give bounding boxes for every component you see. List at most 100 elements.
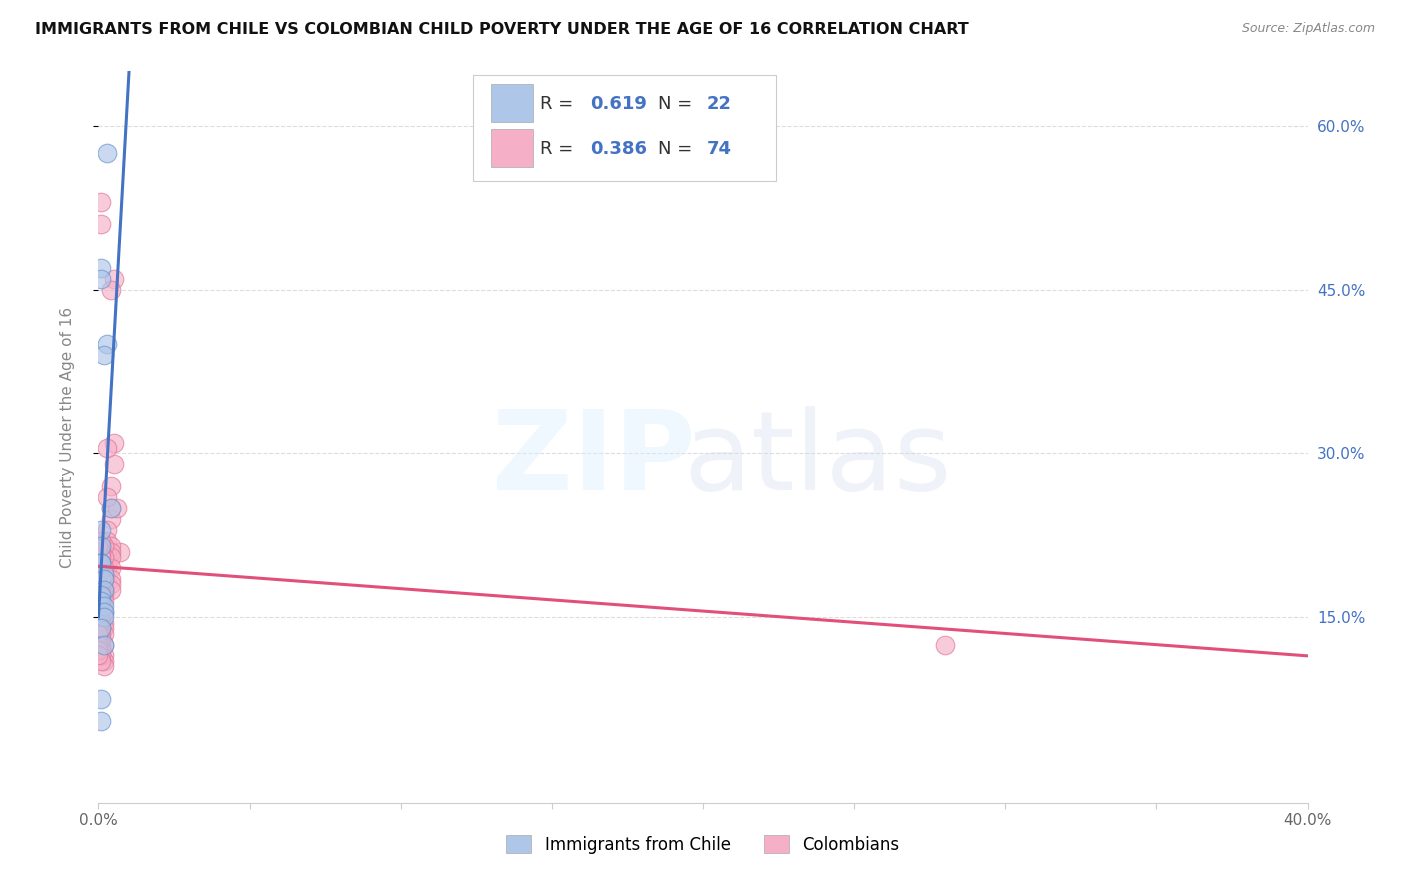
Point (87, 638, 110, 652)
Point (90, 621, 112, 635)
Point (87, 539, 110, 553)
Point (93, 654, 115, 668)
Point (90, 561, 112, 575)
Point (90, 556, 112, 570)
Point (100, 545, 122, 559)
Point (90, 714, 112, 728)
Point (87, 556, 110, 570)
Point (93, 572, 115, 586)
Point (93, 605, 115, 619)
Point (934, 638, 956, 652)
Point (87, 577, 110, 591)
Point (90, 260, 112, 275)
Point (93, 539, 115, 553)
Point (103, 435, 125, 450)
Point (87, 615, 110, 630)
Text: N =: N = (658, 95, 699, 113)
FancyBboxPatch shape (492, 85, 533, 122)
Text: R =: R = (540, 95, 579, 113)
FancyBboxPatch shape (492, 128, 533, 167)
Point (93, 348, 115, 362)
Point (87, 626, 110, 640)
Point (93, 594, 115, 608)
Point (90, 572, 112, 586)
Text: 0.619: 0.619 (591, 95, 647, 113)
Point (90, 638, 112, 652)
Point (90, 648, 112, 663)
Point (96, 533, 118, 548)
Point (96, 523, 118, 537)
Point (87, 648, 110, 663)
Point (93, 582, 115, 597)
Point (96, 441, 118, 455)
Point (90, 654, 112, 668)
Legend: Immigrants from Chile, Colombians: Immigrants from Chile, Colombians (499, 829, 907, 860)
Point (100, 512, 122, 526)
Point (90, 217, 112, 231)
Point (90, 615, 112, 630)
Point (87, 582, 110, 597)
Point (93, 659, 115, 673)
Text: 22: 22 (707, 95, 731, 113)
Point (93, 582, 115, 597)
Point (103, 458, 125, 472)
Point (87, 566, 110, 581)
FancyBboxPatch shape (474, 75, 776, 181)
Point (100, 501, 122, 516)
Point (100, 283, 122, 297)
Point (103, 272, 125, 286)
Text: 0.386: 0.386 (591, 139, 648, 158)
Point (93, 605, 115, 619)
Point (87, 594, 110, 608)
Point (90, 545, 112, 559)
Point (93, 599, 115, 614)
Point (90, 599, 112, 614)
Point (96, 572, 118, 586)
Text: 74: 74 (707, 139, 731, 158)
Text: ZIP: ZIP (492, 406, 696, 513)
Point (90, 588, 112, 602)
Point (93, 626, 115, 640)
Point (96, 337, 118, 351)
Point (100, 561, 122, 575)
Point (93, 615, 115, 630)
Point (93, 621, 115, 635)
Text: N =: N = (658, 139, 699, 158)
Point (90, 195, 112, 210)
Point (90, 605, 112, 619)
Point (90, 692, 112, 706)
Point (100, 577, 122, 591)
Point (90, 626, 112, 640)
Point (87, 610, 110, 624)
Point (100, 539, 122, 553)
Point (100, 550, 122, 565)
Point (100, 479, 122, 493)
Point (93, 638, 115, 652)
Text: Source: ZipAtlas.com: Source: ZipAtlas.com (1241, 22, 1375, 36)
Point (90, 272, 112, 286)
Point (105, 501, 128, 516)
Text: IMMIGRANTS FROM CHILE VS COLOMBIAN CHILD POVERTY UNDER THE AGE OF 16 CORRELATION: IMMIGRANTS FROM CHILE VS COLOMBIAN CHILD… (35, 22, 969, 37)
Point (96, 545, 118, 559)
Y-axis label: Child Poverty Under the Age of 16: Child Poverty Under the Age of 16 (60, 307, 75, 567)
Point (90, 643, 112, 657)
Point (90, 556, 112, 570)
Point (93, 572, 115, 586)
Point (93, 550, 115, 565)
Point (93, 561, 115, 575)
Point (100, 582, 122, 597)
Point (93, 638, 115, 652)
Point (87, 621, 110, 635)
Point (90, 594, 112, 608)
Point (90, 621, 112, 635)
Point (90, 523, 112, 537)
Point (93, 588, 115, 602)
Point (90, 539, 112, 553)
Point (90, 550, 112, 565)
Point (108, 545, 131, 559)
Point (96, 146, 118, 161)
Point (90, 632, 112, 646)
Point (93, 610, 115, 624)
Point (96, 490, 118, 504)
Point (93, 648, 115, 663)
